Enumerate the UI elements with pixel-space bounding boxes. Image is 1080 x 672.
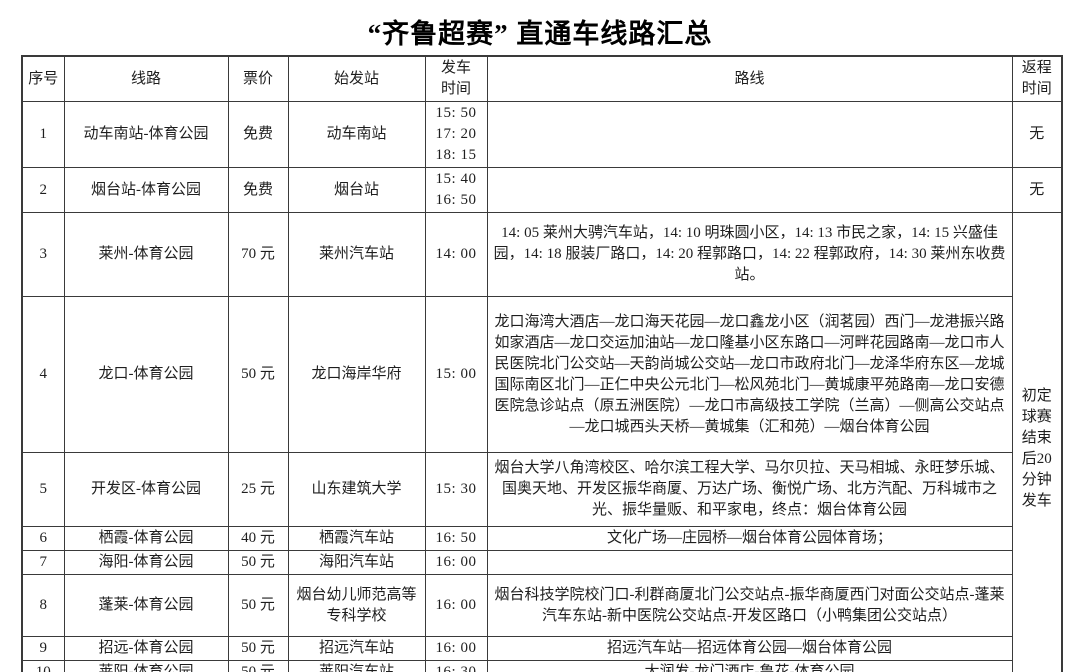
cell-fare: 50 元 [227,660,289,672]
cell-return-time-merged: 初定球赛结束后20分钟发车 [1011,212,1063,672]
table-row: 3 莱州-体育公园 70 元 莱州汽车站 14: 00 14: 05 莱州大骋汽… [21,212,1063,672]
cell-fare: 70 元 [227,212,289,297]
cell-path: 14: 05 莱州大骋汽车站，14: 10 明珠圆小区，14: 13 市民之家，… [486,212,1013,297]
col-header-origin: 始发站 [287,55,426,102]
cell-origin: 动车南站 [287,101,426,168]
col-header-no: 序号 [21,55,65,102]
cell-no: 4 [21,296,65,453]
cell-no: 2 [21,167,65,213]
cell-route: 莱阳-体育公园 [63,660,229,672]
col-header-route: 线路 [63,55,229,102]
table-row: 9 招远-体育公园 50 元 招远汽车站 16: 00 招远汽车站—招远体育公园… [21,636,1062,661]
table-row: 7 海阳-体育公园 50 元 海阳汽车站 16: 00 [21,550,1062,575]
cell-no: 3 [21,212,65,297]
cell-return-time: 无 [1011,101,1063,168]
cell-depart-time: 15: 30 [424,452,488,527]
table-row: 5 开发区-体育公园 25 元 山东建筑大学 15: 30 烟台大学八角湾校区、… [21,452,1062,527]
cell-depart-time: 15: 40 16: 50 [424,167,488,213]
cell-depart-time: 16: 30 [424,660,488,672]
cell-origin: 招远汽车站 [287,636,426,661]
table-row: 4 龙口-体育公园 50 元 龙口海岸华府 15: 00 龙口海湾大酒店—龙口海… [21,296,1062,453]
cell-path [486,550,1013,575]
cell-fare: 50 元 [227,636,289,661]
cell-fare: 免费 [227,167,289,213]
cell-depart-time: 15: 50 17: 20 18: 15 [424,101,488,168]
cell-depart-time: 14: 00 [424,212,488,297]
cell-path: 大润发-龙门酒店-鲁花-体育公园 [486,660,1013,672]
cell-no: 5 [21,452,65,527]
cell-origin: 山东建筑大学 [287,452,426,527]
cell-no: 9 [21,636,65,661]
cell-depart-time: 16: 00 [424,636,488,661]
cell-origin: 栖霞汽车站 [287,526,426,551]
cell-route: 蓬莱-体育公园 [63,574,229,637]
page-title: “齐鲁超赛” 直通车线路汇总 [367,19,713,49]
cell-fare: 50 元 [227,296,289,453]
cell-depart-time: 16: 50 [424,526,488,551]
cell-route: 龙口-体育公园 [63,296,229,453]
cell-route: 开发区-体育公园 [63,452,229,527]
cell-fare: 25 元 [227,452,289,527]
col-header-depart-time: 发车 时间 [424,55,488,102]
table-row: 8 蓬莱-体育公园 50 元 烟台幼儿师范高等专科学校 16: 00 烟台科技学… [21,574,1062,637]
cell-origin: 海阳汽车站 [287,550,426,575]
cell-return-time: 无 [1011,167,1063,213]
cell-no: 1 [21,101,65,168]
table-row: 6 栖霞-体育公园 40 元 栖霞汽车站 16: 50 文化广场—庄园桥—烟台体… [21,526,1062,551]
cell-depart-time: 15: 00 [424,296,488,453]
cell-route: 招远-体育公园 [63,636,229,661]
table-row: 2 烟台站-体育公园 免费 烟台站 15: 40 16: 50 无 [21,167,1063,213]
cell-route: 海阳-体育公园 [63,550,229,575]
cell-path: 烟台科技学院校门口-利群商厦北门公交站点-振华商厦西门对面公交站点-蓬莱汽车东站… [486,574,1013,637]
cell-origin: 龙口海岸华府 [287,296,426,453]
cell-no: 7 [21,550,65,575]
cell-depart-time: 16: 00 [424,550,488,575]
cell-route: 莱州-体育公园 [63,212,229,297]
cell-no: 10 [21,660,65,672]
cell-fare: 免费 [227,101,289,168]
col-header-return-time: 返程 时间 [1011,55,1063,102]
table-row: 1 动车南站-体育公园 免费 动车南站 15: 50 17: 20 18: 15… [21,101,1063,168]
cell-fare: 50 元 [227,574,289,637]
cell-route: 动车南站-体育公园 [63,101,229,168]
cell-no: 8 [21,574,65,637]
cell-fare: 50 元 [227,550,289,575]
cell-path: 烟台大学八角湾校区、哈尔滨工程大学、马尔贝拉、天马相城、永旺梦乐城、国奥天地、开… [486,452,1013,527]
cell-depart-time: 16: 00 [424,574,488,637]
cell-route: 烟台站-体育公园 [63,167,229,213]
cell-no: 6 [21,526,65,551]
cell-path: 文化广场—庄园桥—烟台体育公园体育场； [486,526,1013,551]
header-row: 序号 线路 票价 始发站 发车 时间 路线 返程 时间 [21,55,1063,102]
cell-path [486,101,1013,168]
cell-origin: 烟台幼儿师范高等专科学校 [287,574,426,637]
cell-path: 招远汽车站—招远体育公园—烟台体育公园 [486,636,1013,661]
cell-route: 栖霞-体育公园 [63,526,229,551]
table-row: 10 莱阳-体育公园 50 元 莱阳汽车站 16: 30 大润发-龙门酒店-鲁花… [21,660,1062,672]
cell-origin: 莱州汽车站 [287,212,426,297]
cell-fare: 40 元 [227,526,289,551]
shuttle-routes-table: 序号 线路 票价 始发站 发车 时间 路线 返程 时间 1 动车南站-体育公园 … [21,55,1063,672]
cell-origin: 烟台站 [287,167,426,213]
col-header-path: 路线 [486,55,1013,102]
cell-origin: 莱阳汽车站 [287,660,426,672]
col-header-fare: 票价 [227,55,289,102]
cell-path: 龙口海湾大酒店—龙口海天花园—龙口鑫龙小区（润茗园）西门—龙港振兴路如家酒店—龙… [486,296,1013,453]
cell-path [486,167,1013,213]
